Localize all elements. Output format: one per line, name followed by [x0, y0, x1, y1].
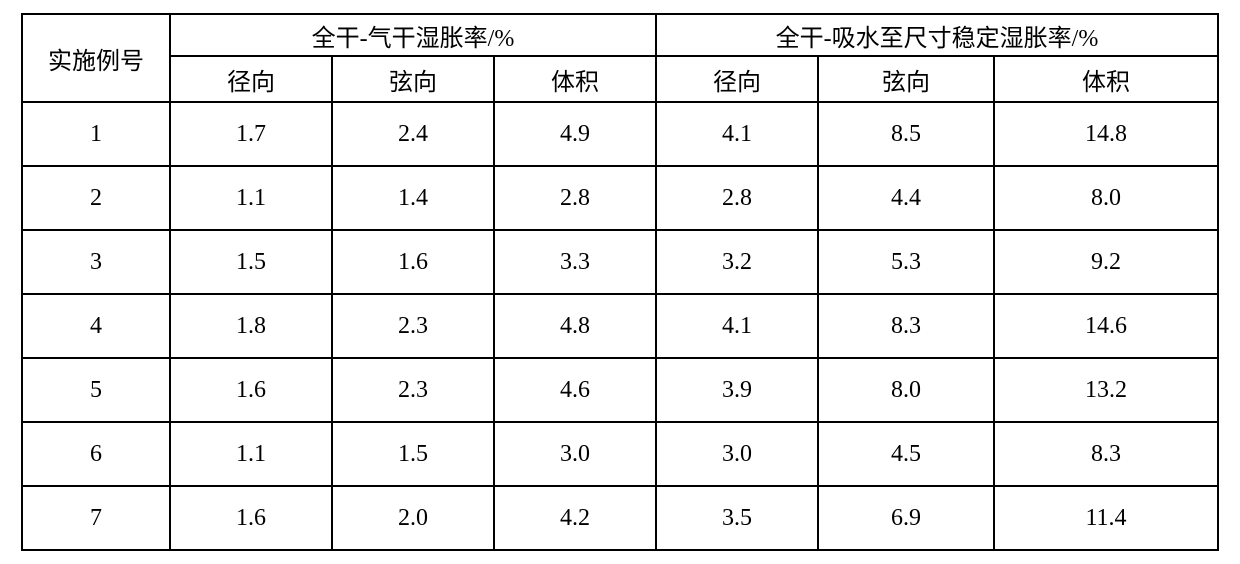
cell-value: 14.6 [994, 294, 1218, 358]
cell-example-no: 4 [22, 294, 170, 358]
cell-value: 4.1 [656, 294, 818, 358]
table-row: 3 1.5 1.6 3.3 3.2 5.3 9.2 [22, 230, 1218, 294]
cell-value: 11.4 [994, 486, 1218, 550]
cell-value: 3.3 [494, 230, 656, 294]
cell-example-no: 1 [22, 102, 170, 166]
cell-value: 2.3 [332, 294, 494, 358]
cell-value: 6.9 [818, 486, 994, 550]
table-head: 实施例号 全干-气干湿胀率/% 全干-吸水至尺寸稳定湿胀率/% 径向 弦向 体积… [22, 14, 1218, 102]
cell-value: 2.0 [332, 486, 494, 550]
table-row: 6 1.1 1.5 3.0 3.0 4.5 8.3 [22, 422, 1218, 486]
col-header-radial-1: 径向 [170, 56, 332, 102]
cell-value: 4.4 [818, 166, 994, 230]
cell-value: 3.5 [656, 486, 818, 550]
cell-value: 4.9 [494, 102, 656, 166]
cell-value: 8.0 [818, 358, 994, 422]
cell-value: 1.1 [170, 422, 332, 486]
table-row: 1 1.7 2.4 4.9 4.1 8.5 14.8 [22, 102, 1218, 166]
col-header-group-air-dry: 全干-气干湿胀率/% [170, 14, 656, 56]
cell-value: 5.3 [818, 230, 994, 294]
col-header-volume-2: 体积 [994, 56, 1218, 102]
col-header-group-water-absorb: 全干-吸水至尺寸稳定湿胀率/% [656, 14, 1218, 56]
cell-value: 4.8 [494, 294, 656, 358]
cell-value: 4.1 [656, 102, 818, 166]
table-row: 4 1.8 2.3 4.8 4.1 8.3 14.6 [22, 294, 1218, 358]
table-row: 7 1.6 2.0 4.2 3.5 6.9 11.4 [22, 486, 1218, 550]
cell-value: 2.3 [332, 358, 494, 422]
cell-value: 1.4 [332, 166, 494, 230]
cell-example-no: 7 [22, 486, 170, 550]
cell-value: 8.3 [994, 422, 1218, 486]
cell-value: 13.2 [994, 358, 1218, 422]
cell-value: 1.5 [332, 422, 494, 486]
cell-value: 8.5 [818, 102, 994, 166]
cell-value: 4.2 [494, 486, 656, 550]
cell-value: 1.6 [170, 358, 332, 422]
cell-example-no: 3 [22, 230, 170, 294]
table-row: 2 1.1 1.4 2.8 2.8 4.4 8.0 [22, 166, 1218, 230]
cell-value: 4.6 [494, 358, 656, 422]
cell-value: 2.4 [332, 102, 494, 166]
cell-value: 1.7 [170, 102, 332, 166]
cell-value: 8.3 [818, 294, 994, 358]
col-header-tangential-2: 弦向 [818, 56, 994, 102]
table-header-row-1: 实施例号 全干-气干湿胀率/% 全干-吸水至尺寸稳定湿胀率/% [22, 14, 1218, 56]
table-row: 5 1.6 2.3 4.6 3.9 8.0 13.2 [22, 358, 1218, 422]
cell-value: 1.5 [170, 230, 332, 294]
cell-value: 1.6 [170, 486, 332, 550]
table-header-row-2: 径向 弦向 体积 径向 弦向 体积 [22, 56, 1218, 102]
cell-value: 2.8 [494, 166, 656, 230]
cell-value: 3.9 [656, 358, 818, 422]
cell-value: 9.2 [994, 230, 1218, 294]
cell-value: 4.5 [818, 422, 994, 486]
cell-value: 1.1 [170, 166, 332, 230]
cell-example-no: 5 [22, 358, 170, 422]
table-body: 1 1.7 2.4 4.9 4.1 8.5 14.8 2 1.1 1.4 2.8… [22, 102, 1218, 550]
col-header-volume-1: 体积 [494, 56, 656, 102]
swelling-rate-table: 实施例号 全干-气干湿胀率/% 全干-吸水至尺寸稳定湿胀率/% 径向 弦向 体积… [21, 13, 1219, 551]
cell-value: 1.6 [332, 230, 494, 294]
cell-value: 3.0 [656, 422, 818, 486]
cell-value: 3.2 [656, 230, 818, 294]
cell-value: 14.8 [994, 102, 1218, 166]
cell-example-no: 6 [22, 422, 170, 486]
cell-value: 2.8 [656, 166, 818, 230]
col-header-radial-2: 径向 [656, 56, 818, 102]
cell-value: 1.8 [170, 294, 332, 358]
cell-example-no: 2 [22, 166, 170, 230]
col-header-tangential-1: 弦向 [332, 56, 494, 102]
col-header-example-no: 实施例号 [22, 14, 170, 102]
cell-value: 8.0 [994, 166, 1218, 230]
cell-value: 3.0 [494, 422, 656, 486]
